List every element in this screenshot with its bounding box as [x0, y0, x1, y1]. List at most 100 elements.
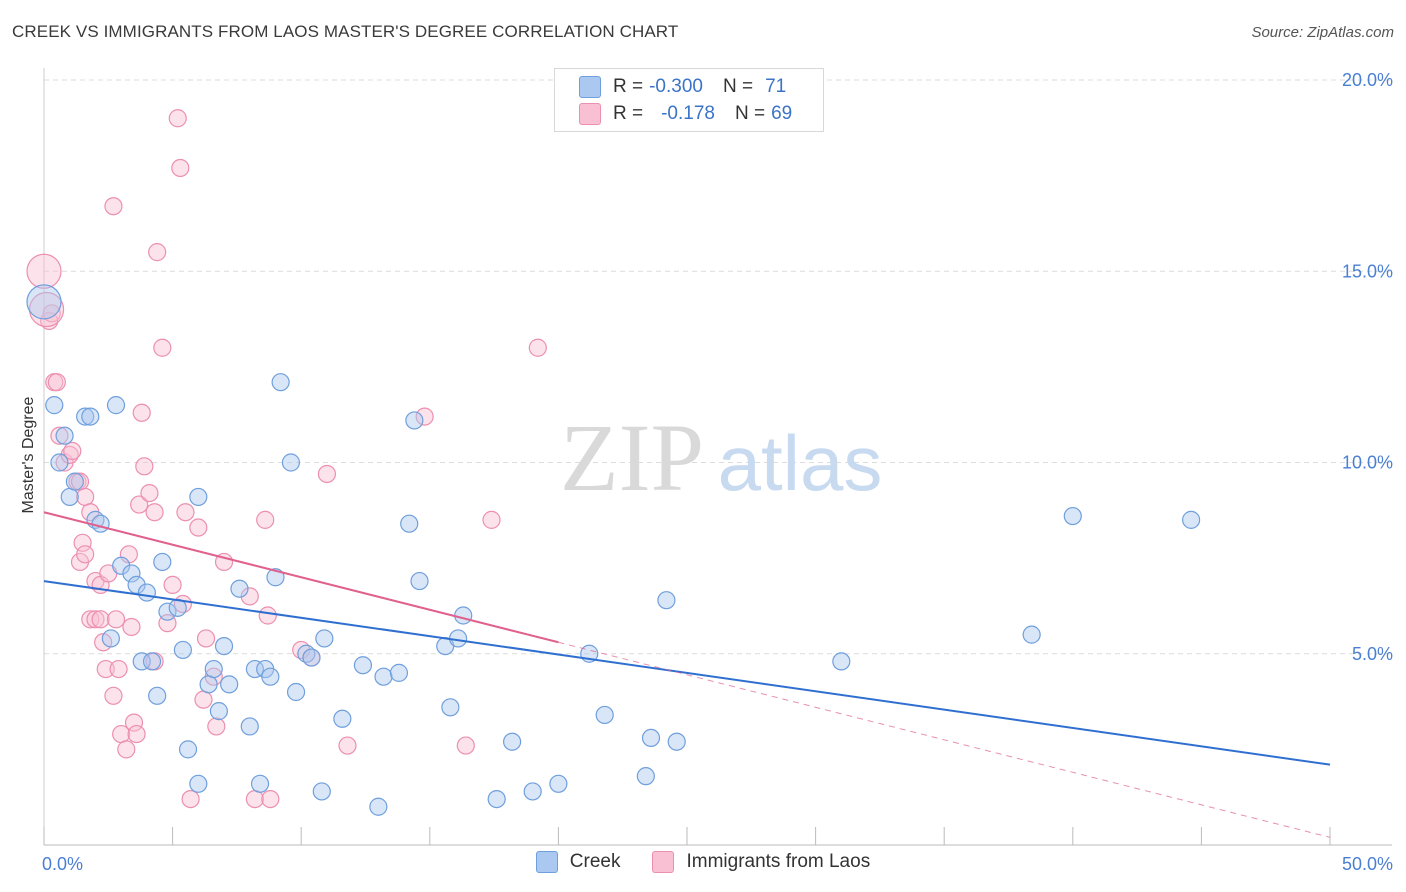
- data-point: [230, 579, 249, 598]
- legend-r-value: -0.178: [661, 103, 715, 124]
- data-point: [76, 407, 95, 426]
- data-point: [189, 487, 208, 507]
- creek-swatch: [579, 76, 601, 98]
- data-point: [271, 373, 290, 392]
- data-point: [55, 426, 74, 445]
- data-point: [91, 610, 110, 629]
- data-point: [173, 640, 192, 660]
- data-point: [189, 774, 208, 793]
- data-point: [595, 705, 614, 725]
- data-point: [258, 606, 277, 625]
- data-point: [106, 610, 126, 629]
- data-point: [415, 407, 434, 426]
- y-axis-label: Master's Degree: [20, 396, 37, 513]
- data-point: [50, 453, 69, 472]
- data-point: [487, 789, 506, 809]
- legend-item-laos: Immigrants from Laos: [652, 851, 870, 873]
- data-point: [76, 487, 95, 507]
- data-point: [214, 636, 234, 656]
- data-point: [163, 575, 182, 595]
- tick-labels: 5.0% 10.0% 15.0% 20.0% 0.0% 50.0%: [42, 70, 1393, 874]
- data-point: [148, 243, 167, 262]
- data-point: [1182, 510, 1201, 529]
- data-point: [76, 545, 95, 564]
- legend-r-label: R =: [613, 103, 644, 124]
- data-point: [523, 782, 542, 801]
- series-laos-points: [26, 109, 547, 809]
- y-tick-label: 10.0%: [1342, 453, 1393, 473]
- data-point: [456, 736, 475, 755]
- grid-lines: [44, 79, 1392, 655]
- data-point: [317, 464, 337, 484]
- data-point: [209, 702, 228, 721]
- data-point: [104, 686, 123, 705]
- legend-n-label: N =: [722, 76, 754, 97]
- data-point: [171, 158, 190, 178]
- data-point: [168, 109, 187, 128]
- data-point: [245, 659, 265, 679]
- data-point: [353, 656, 373, 675]
- data-point: [261, 667, 280, 686]
- data-point: [117, 740, 136, 759]
- legend-n-label: N =: [734, 103, 766, 124]
- data-point: [26, 253, 62, 289]
- legend-n-value: 69: [771, 103, 793, 124]
- data-point: [122, 564, 141, 583]
- data-point: [145, 503, 164, 522]
- legend-row-laos: R = -0.178 N = 69: [579, 102, 792, 126]
- stats-legend: R = -0.300 N = 71 R = -0.178 N = 69: [554, 68, 824, 132]
- data-point: [194, 690, 213, 709]
- data-point: [333, 709, 352, 728]
- laos-trend-line: [43, 511, 559, 644]
- y-tick-label: 5.0%: [1352, 644, 1393, 664]
- data-point: [312, 782, 331, 801]
- data-point: [657, 591, 676, 610]
- x-tick-label-max: 50.0%: [1342, 854, 1393, 874]
- data-point: [153, 338, 172, 357]
- data-point: [124, 713, 144, 732]
- legend-item-creek: Creek: [535, 851, 620, 873]
- data-point: [181, 789, 200, 809]
- data-point: [369, 797, 388, 816]
- data-point: [503, 732, 522, 751]
- data-point: [189, 518, 208, 537]
- data-point: [410, 571, 429, 591]
- data-point: [91, 514, 110, 533]
- data-point: [315, 629, 334, 648]
- data-point: [127, 724, 146, 744]
- data-point: [148, 686, 167, 705]
- data-point: [286, 682, 306, 702]
- data-point: [47, 373, 66, 392]
- data-point: [245, 789, 265, 809]
- data-point: [132, 403, 151, 422]
- data-point: [50, 426, 69, 445]
- data-point: [441, 698, 460, 717]
- chart-source: Source: ZipAtlas.com: [1251, 24, 1394, 41]
- data-point: [63, 441, 82, 461]
- data-point: [1063, 506, 1082, 526]
- legend-n-value: 71: [765, 76, 787, 97]
- laos-swatch: [579, 103, 601, 125]
- data-point: [256, 510, 275, 529]
- data-point: [153, 552, 172, 572]
- series-creek-points: [26, 284, 1201, 816]
- data-point: [266, 568, 285, 587]
- data-point: [207, 717, 226, 736]
- data-point: [42, 304, 61, 323]
- data-point: [832, 652, 851, 671]
- data-point: [240, 717, 259, 736]
- data-point: [338, 736, 357, 755]
- data-point: [400, 514, 419, 533]
- data-point: [132, 652, 151, 671]
- data-point: [667, 732, 686, 751]
- data-point: [104, 197, 123, 216]
- y-tick-label: 15.0%: [1342, 261, 1393, 281]
- data-point: [250, 774, 270, 793]
- laos-legend-swatch: [652, 851, 675, 873]
- x-tick-label-min: 0.0%: [42, 854, 83, 874]
- trend-lines: [43, 511, 1331, 838]
- data-point: [112, 556, 131, 575]
- data-point: [482, 510, 501, 529]
- axes: [43, 68, 1392, 846]
- laos-legend-label: Immigrants from Laos: [686, 851, 871, 872]
